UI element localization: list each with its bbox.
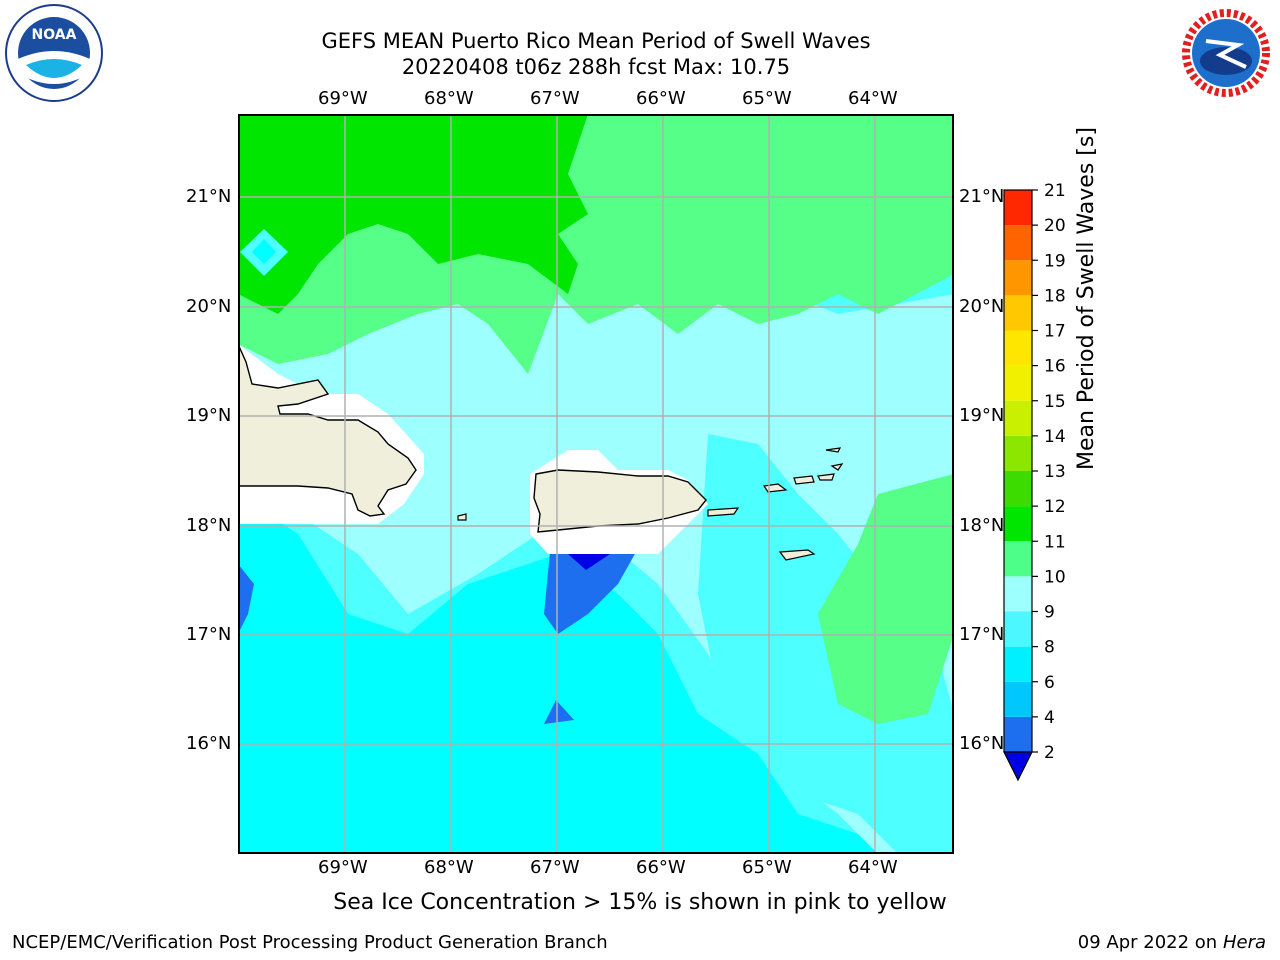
colorbar-cell [1004,400,1032,436]
colorbar-cell [1004,611,1032,647]
lon-label-top: 67°W [530,88,580,109]
map-gridlines [238,114,954,854]
colorbar-tick-label: 9 [1044,603,1055,623]
lat-label-left: 18°N [186,515,232,536]
lon-label-top: 68°W [424,88,474,109]
land-hispaniola [238,343,417,517]
colorbar-cell [1004,260,1032,296]
map-title-line2: 20220408 t06z 288h fcst Max: 10.75 [401,55,791,79]
colorbar-tick-label: 12 [1044,497,1066,517]
lon-label-bottom: 67°W [530,857,580,878]
lon-label-top: 69°W [318,88,368,109]
lat-label-right: 16°N [959,733,1005,754]
colorbar-cell [1004,330,1032,366]
colorbar: 2 4 6 8 9 10 11 12 13 14 15 16 17 18 19 20 21 [1003,181,1066,782]
colorbar-cell [1004,471,1032,507]
lon-label-top: 64°W [848,88,898,109]
colorbar-tick-label: 20 [1044,216,1066,236]
colorbar-tick-label: 21 [1044,181,1066,201]
lat-label-left: 19°N [186,405,232,426]
land-vieques [707,507,740,517]
colorbar-tick-label: 19 [1044,251,1066,271]
colorbar-cell [1004,681,1032,717]
lat-label-right: 19°N [959,405,1005,426]
sea-ice-note: Sea Ice Concentration > 15% is shown in … [333,890,947,915]
colorbar-cell [1004,190,1032,226]
footer-date: 09 Apr 2022 on Hera [1078,932,1266,953]
lat-label-right: 20°N [959,296,1005,317]
colorbar-under-arrow [1003,751,1033,782]
land-mona [457,513,467,521]
contour-2-4-west [238,564,254,634]
lat-label-right: 17°N [959,624,1005,645]
lat-label-right: 18°N [959,515,1005,536]
colorbar-cell [1004,576,1032,612]
colorbar-tick-label: 17 [1044,322,1066,342]
colorbar-tick-label: 2 [1044,743,1055,763]
footer-credit: NCEP/EMC/Verification Post Processing Pr… [12,932,608,953]
colorbar-tick-label: 14 [1044,427,1066,447]
colorbar-ticks: 2 4 6 8 9 10 11 12 13 14 15 16 17 18 19 20 21 [1032,181,1066,763]
contour-below-2 [568,554,610,570]
colorbar-tick-label: 18 [1044,286,1066,306]
lon-label-bottom: 68°W [424,857,474,878]
lon-label-top: 66°W [636,88,686,109]
lat-label-left: 20°N [186,296,232,317]
map-title-line1: GEFS MEAN Puerto Rico Mean Period of Swe… [321,29,871,53]
lat-label-left: 17°N [186,624,232,645]
contour-2-4-small [544,700,574,724]
nws-logo [1178,5,1274,101]
colorbar-cell [1004,646,1032,682]
land-virgin-islands [762,447,844,493]
colorbar-cell [1004,716,1032,752]
lon-label-bottom: 66°W [636,857,686,878]
colorbar-cell [1004,295,1032,331]
colorbar-tick-label: 4 [1044,708,1055,728]
colorbar-tick-label: 13 [1044,462,1066,482]
contour-9-10-east [818,474,954,724]
footer-machine: Hera [1222,932,1266,953]
swell-period-map [238,114,954,854]
noaa-logo-text: NOAA [32,27,77,43]
lon-label-bottom: 64°W [848,857,898,878]
contour-4-6-diamond [252,239,276,264]
colorbar-cells [1003,189,1033,782]
contour-2-4 [544,552,636,634]
lon-label-bottom: 69°W [318,857,368,878]
colorbar-cell [1004,506,1032,542]
colorbar-tick-label: 6 [1044,673,1055,693]
lon-label-top: 65°W [742,88,792,109]
colorbar-tick-label: 8 [1044,638,1055,658]
colorbar-cell [1004,435,1032,471]
noaa-logo: NOAA [5,4,103,102]
colorbar-tick-label: 16 [1044,357,1066,377]
colorbar-cell [1004,225,1032,261]
lat-label-left: 16°N [186,733,232,754]
contour-10-11 [238,114,588,314]
colorbar-cell [1004,365,1032,401]
land-st-croix [778,549,816,561]
lat-label-right: 21°N [959,186,1005,207]
colorbar-tick-label: 11 [1044,532,1066,552]
colorbar-tick-label: 10 [1044,567,1066,587]
map-frame [238,114,954,854]
contour-4-6 [238,494,954,854]
colorbar-tick-label: 15 [1044,392,1066,412]
lat-label-left: 21°N [186,186,232,207]
lon-label-bottom: 65°W [742,857,792,878]
footer-date-text: 09 Apr 2022 on [1077,932,1223,953]
colorbar-cell [1004,541,1032,577]
colorbar-label: Mean Period of Swell Waves [s] [1074,127,1099,470]
